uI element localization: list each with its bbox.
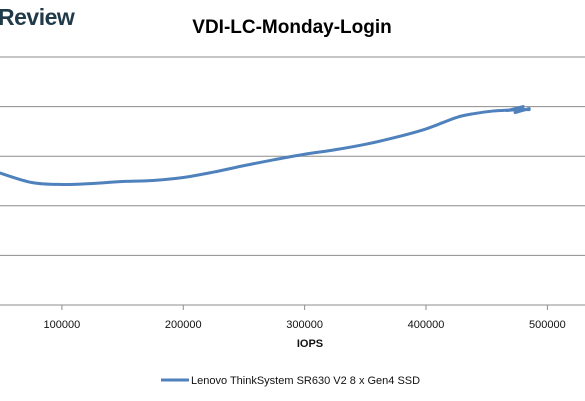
x-tick-label: 400000 [408,319,445,331]
series-end-mark [505,105,531,115]
chart-title: VDI-LC-Monday-Login [192,17,391,38]
brand-logo: Review [0,4,75,30]
x-axis-title: IOPS [297,338,323,350]
x-tick-label: 100000 [44,319,81,331]
x-tick-label: 300000 [286,319,323,331]
series-layer [0,105,531,186]
legend: Lenovo ThinkSystem SR630 V2 8 x Gen4 SSD [161,375,420,387]
x-tick-label: 200000 [165,319,202,331]
x-tick-label: 500000 [529,319,566,331]
series-line [0,108,531,186]
x-axis [0,304,585,310]
legend-label: Lenovo ThinkSystem SR630 V2 8 x Gen4 SSD [191,375,420,387]
x-tick-labels: 100000 200000 300000 400000 500000 [44,319,566,331]
